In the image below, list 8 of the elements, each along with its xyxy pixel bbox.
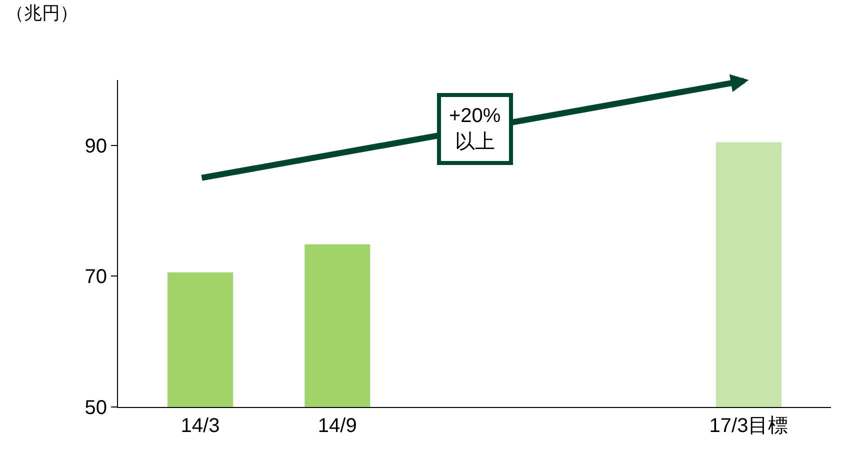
y-tick-label: 90 <box>84 135 107 158</box>
x-tick-label: 17/3目標 <box>709 415 788 437</box>
y-tick-label: 50 <box>84 397 107 419</box>
annotation: +20% 以上 <box>449 105 501 153</box>
y-axis-title: （兆円） <box>6 3 78 23</box>
x-tick-label: 14/9 <box>318 415 357 437</box>
x-tick-label: 14/3 <box>180 415 220 437</box>
y-tick-label: 70 <box>84 266 107 288</box>
